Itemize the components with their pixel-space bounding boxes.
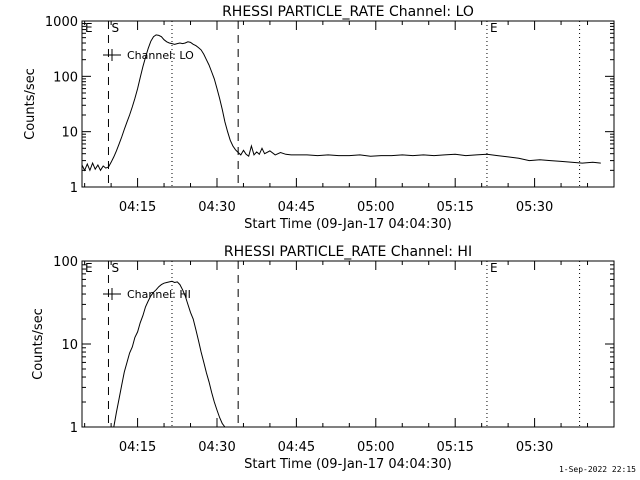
lo-chart-title: RHESSI PARTICLE_RATE Channel: LO [222, 4, 474, 20]
hi-xtick-label: 04:45 [278, 440, 315, 455]
hi-xtick-label: 04:15 [119, 440, 156, 455]
lo-xlabel: Start Time (09-Jan-17 04:04:30) [244, 217, 452, 232]
hi-xtick-label: 04:30 [198, 440, 235, 455]
hi-ytick-label: 1 [70, 421, 78, 436]
lo-marker-label: S [111, 21, 119, 35]
hi-marker-label: E [85, 261, 93, 275]
lo-xtick-label: 05:00 [357, 200, 394, 215]
hi-plot-frame [81, 260, 615, 428]
hi-marker-label: E [490, 261, 498, 275]
footer-timestamp: 1-Sep-2022 22:15 [558, 465, 636, 474]
lo-ylabel: Counts/sec [23, 68, 38, 140]
hi-ytick-label: 10 [61, 338, 78, 353]
hi-xlabel: Start Time (09-Jan-17 04:04:30) [244, 457, 452, 472]
hi-series-line [113, 280, 226, 428]
lo-legend-label: Channel: LO [127, 49, 194, 62]
lo-series-line [81, 34, 601, 172]
lo-xtick-label: 04:30 [198, 200, 235, 215]
hi-legend-label: Channel: HI [127, 288, 191, 301]
hi-ytick-label: 100 [53, 255, 78, 270]
lo-plot-frame [81, 20, 615, 188]
hi-xtick-label: 05:00 [357, 440, 394, 455]
lo-ytick-label: 1000 [45, 15, 78, 30]
lo-xtick-label: 05:15 [436, 200, 473, 215]
hi-marker-label: S [111, 261, 119, 275]
hi-ylabel: Counts/sec [31, 308, 46, 380]
lo-xtick-label: 04:45 [278, 200, 315, 215]
hi-xtick-label: 05:30 [516, 440, 553, 455]
hi-xtick-label: 05:15 [436, 440, 473, 455]
hi-chart-title: RHESSI PARTICLE_RATE Channel: HI [224, 244, 472, 260]
lo-xtick-label: 04:15 [119, 200, 156, 215]
lo-xtick-label: 05:30 [516, 200, 553, 215]
lo-ytick-label: 1 [70, 181, 78, 196]
lo-marker-label: E [490, 21, 498, 35]
lo-ytick-label: 100 [53, 70, 78, 85]
lo-ytick-label: 10 [61, 126, 78, 141]
lo-marker-label: E [85, 21, 93, 35]
